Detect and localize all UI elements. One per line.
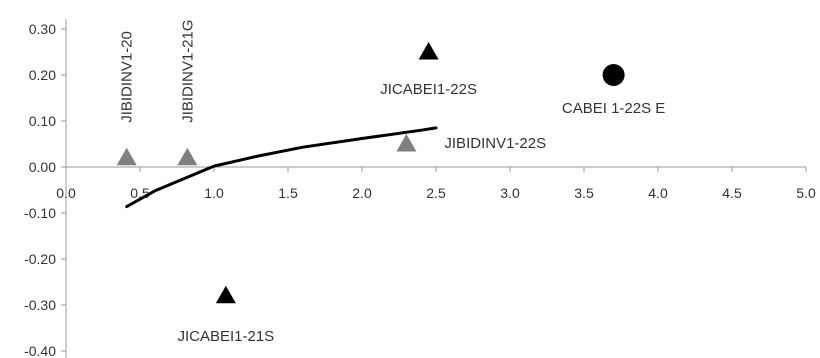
data-point-triangle [116,147,137,166]
point-label: CABEI 1-22S E [562,100,665,117]
point-label: JIBIDINV1-20 [119,31,136,123]
x-tick-label: 2.5 [426,185,446,201]
x-tick-label: 2.0 [352,185,372,201]
trendline [125,126,438,209]
y-tick-label: -0.20 [24,251,56,267]
x-tick-label: 4.0 [648,185,668,201]
y-tick-label: -0.10 [24,205,56,221]
y-tick-label: 0.20 [29,67,56,83]
y-tick-label: 0.10 [29,113,56,129]
x-tick-label: 4.5 [722,185,742,201]
point-label: JIBIDINV1-22S [444,135,546,152]
point-label: JIBIDINV1-21G [179,19,196,122]
x-tick-label: 1.5 [278,185,298,201]
data-point-triangle [396,134,417,152]
y-tick-label: 0.00 [29,159,56,175]
data-point-triangle [215,285,236,304]
points-group: JIBIDINV1-20 JIBIDINV1-21G JICABEI1-21S JIB… [116,19,665,345]
x-tick-label: 3.5 [574,185,594,201]
x-tick-label: 1.0 [204,185,224,201]
point-label: JICABEI1-21S [177,328,274,345]
y-tick-label: 0.30 [29,21,56,37]
y-tick-label: -0.30 [24,297,56,313]
trendline-group [125,126,438,209]
data-point-triangle [177,147,198,166]
axes: 0.300.200.100.00-0.10-0.20-0.30-0.400.0 0… [24,19,816,358]
data-point-circle [602,64,625,86]
x-tick-label: 5.0 [796,185,816,201]
point-label: JICABEI1-22S [380,81,477,98]
x-tick-label: 3.0 [500,185,520,201]
data-point-triangle [418,42,439,60]
y-tick-label: -0.40 [24,343,56,358]
x-tick-label: 0.0 [56,185,76,201]
